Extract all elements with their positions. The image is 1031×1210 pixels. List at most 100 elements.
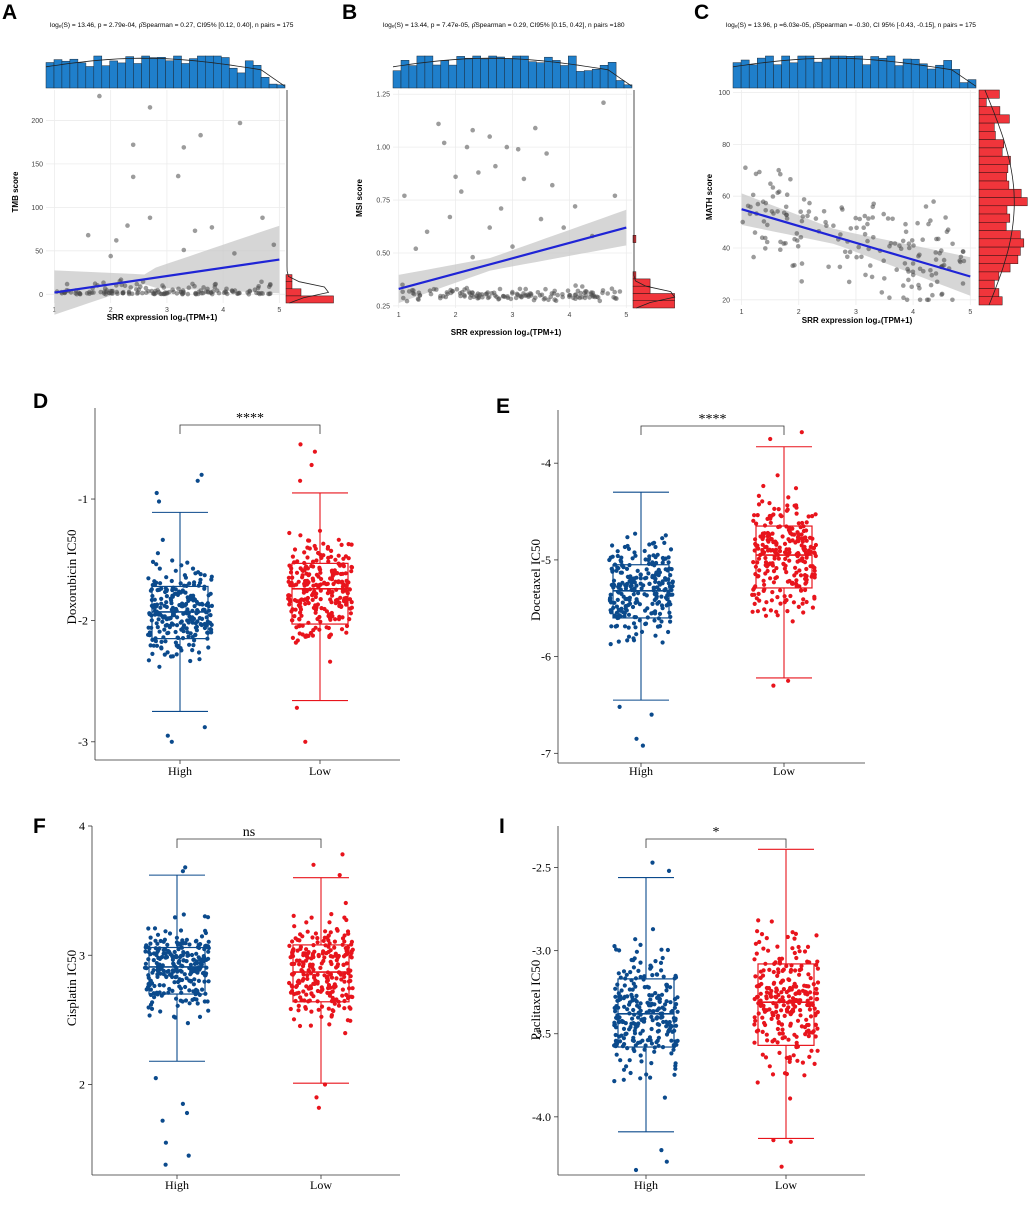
data-point	[775, 595, 780, 600]
data-point	[652, 618, 657, 623]
outlier-point	[649, 712, 654, 717]
data-point	[191, 596, 196, 601]
data-point	[164, 575, 169, 580]
box	[148, 946, 206, 995]
data-point	[196, 942, 201, 947]
scatter-point	[484, 291, 490, 297]
data-point	[166, 616, 172, 621]
data-point	[631, 981, 636, 986]
data-point	[773, 547, 779, 552]
data-point	[340, 615, 345, 620]
outlier-point	[186, 1153, 191, 1158]
data-point	[778, 601, 783, 606]
data-point	[336, 1003, 342, 1008]
scatter-point	[778, 171, 783, 177]
marginal-histogram-bar	[978, 131, 996, 140]
data-point	[626, 634, 632, 639]
data-point	[792, 1032, 797, 1037]
data-point	[321, 541, 326, 546]
scatter-point	[110, 288, 115, 294]
data-point	[785, 609, 790, 614]
scatter-point	[892, 241, 898, 246]
scatter-point	[523, 286, 528, 292]
data-point	[659, 992, 665, 997]
data-point	[172, 949, 177, 955]
outlier-point	[169, 739, 174, 744]
data-point	[340, 987, 345, 992]
scatter-point	[77, 291, 83, 296]
scatter-point	[209, 225, 215, 230]
scatter-point	[567, 292, 573, 298]
data-point	[626, 612, 632, 617]
data-point	[634, 583, 639, 588]
histogram-bar	[189, 58, 198, 89]
data-point	[147, 1013, 152, 1018]
marginal-histogram-bar	[285, 281, 293, 290]
scatter-point	[890, 216, 895, 222]
data-point	[608, 592, 613, 597]
data-point	[631, 1038, 637, 1043]
data-point	[298, 944, 303, 950]
scatter-point	[865, 221, 870, 227]
data-point	[303, 601, 308, 607]
data-point	[796, 521, 801, 526]
data-point	[174, 996, 179, 1001]
outlier-point	[659, 1148, 664, 1153]
data-point	[178, 953, 184, 959]
data-point	[146, 957, 151, 962]
data-point	[329, 1014, 334, 1019]
marginal-histogram-bar	[978, 188, 1022, 198]
data-point	[342, 974, 347, 980]
data-point	[752, 513, 757, 518]
scatter-point	[928, 282, 934, 288]
data-point	[650, 1001, 655, 1007]
data-point	[175, 592, 180, 598]
data-point	[775, 944, 780, 949]
data-point	[788, 593, 793, 599]
data-point	[815, 966, 821, 971]
scatter-point	[134, 281, 140, 287]
data-point	[342, 915, 347, 920]
scatter-point	[775, 209, 780, 214]
outlier-point	[312, 449, 317, 454]
data-point	[807, 1003, 812, 1008]
data-point	[775, 473, 780, 478]
data-point	[797, 991, 802, 996]
data-point	[173, 629, 178, 635]
data-point	[633, 615, 639, 620]
scatter-point	[231, 289, 236, 295]
data-point	[344, 961, 349, 966]
data-point	[328, 972, 333, 977]
data-point	[180, 588, 185, 593]
data-point	[767, 533, 772, 538]
data-point	[643, 608, 648, 613]
data-point	[614, 568, 619, 573]
data-point	[613, 1038, 619, 1043]
scatter-point	[854, 254, 859, 260]
scatter-point	[806, 209, 812, 214]
scatter-point	[902, 261, 908, 266]
marginal-density-curve	[286, 90, 330, 304]
data-point	[647, 554, 652, 559]
data-point	[300, 573, 305, 578]
data-point	[153, 938, 158, 943]
data-point	[798, 1008, 803, 1013]
data-point	[653, 611, 658, 616]
outlier-point	[788, 1139, 793, 1144]
data-point	[753, 541, 758, 547]
data-point	[613, 1025, 619, 1030]
scatter-point	[807, 200, 812, 206]
data-point	[148, 941, 153, 946]
data-point	[668, 1026, 673, 1031]
data-point	[343, 1031, 348, 1036]
data-point	[790, 996, 796, 1001]
data-point	[774, 988, 780, 993]
histogram-bar	[456, 56, 465, 89]
x-axis-label: SRR expression log₂(TPM+1)	[107, 313, 218, 322]
data-point	[175, 969, 180, 974]
data-point	[756, 918, 761, 923]
scatter-point	[915, 220, 920, 226]
data-point	[767, 501, 772, 506]
data-point	[798, 1013, 803, 1018]
data-point	[296, 1008, 301, 1013]
